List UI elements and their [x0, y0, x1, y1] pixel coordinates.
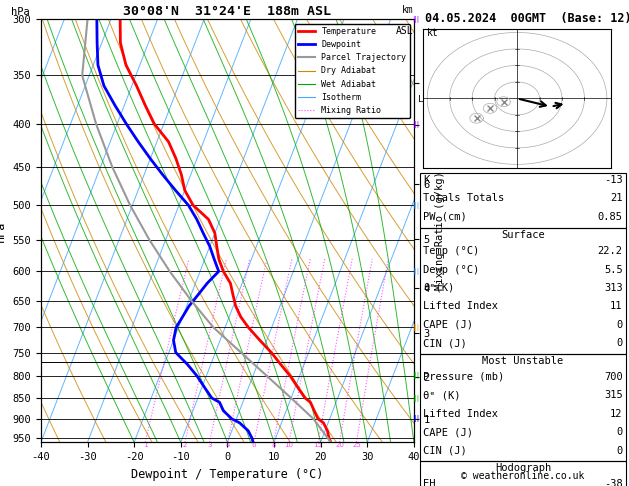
- Text: -38: -38: [604, 479, 623, 486]
- Text: 2: 2: [183, 442, 187, 448]
- Text: θᵉ (K): θᵉ (K): [423, 390, 461, 400]
- Text: |||: |||: [412, 324, 419, 331]
- Text: |||: |||: [412, 416, 419, 422]
- Text: |||: |||: [412, 16, 419, 23]
- X-axis label: Dewpoint / Temperature (°C): Dewpoint / Temperature (°C): [131, 468, 323, 481]
- Text: |||: |||: [412, 395, 419, 401]
- Text: CAPE (J): CAPE (J): [423, 427, 473, 437]
- Text: LCL: LCL: [418, 95, 434, 104]
- Title: 30°08'N  31°24'E  188m ASL: 30°08'N 31°24'E 188m ASL: [123, 5, 331, 18]
- Text: K: K: [423, 175, 430, 185]
- Text: 6: 6: [252, 442, 257, 448]
- Text: 3: 3: [208, 442, 212, 448]
- Text: CAPE (J): CAPE (J): [423, 320, 473, 330]
- Text: 315: 315: [604, 390, 623, 400]
- Text: kt: kt: [427, 28, 439, 38]
- Text: |||: |||: [412, 372, 419, 380]
- Text: |||: |||: [412, 268, 419, 275]
- Text: 25: 25: [352, 442, 361, 448]
- Text: 313: 313: [604, 283, 623, 293]
- Text: 11: 11: [610, 301, 623, 312]
- Text: 15: 15: [314, 442, 323, 448]
- Text: 10: 10: [284, 442, 294, 448]
- Y-axis label: Mixing Ratio (g/kg): Mixing Ratio (g/kg): [435, 172, 445, 290]
- Text: km: km: [402, 5, 414, 15]
- Text: EH: EH: [423, 479, 436, 486]
- Text: ASL: ASL: [396, 26, 414, 36]
- Text: Lifted Index: Lifted Index: [423, 409, 498, 418]
- Y-axis label: hPa: hPa: [0, 220, 7, 242]
- Text: Surface: Surface: [501, 230, 545, 241]
- Text: © weatheronline.co.uk: © weatheronline.co.uk: [461, 471, 585, 481]
- Text: 12: 12: [610, 409, 623, 418]
- Text: Temp (°C): Temp (°C): [423, 246, 479, 256]
- Text: |||: |||: [412, 121, 419, 127]
- Text: CIN (J): CIN (J): [423, 338, 467, 348]
- Text: |||: |||: [412, 202, 419, 208]
- Text: Lifted Index: Lifted Index: [423, 301, 498, 312]
- Text: PW (cm): PW (cm): [423, 212, 467, 222]
- Text: -13: -13: [604, 175, 623, 185]
- Text: Totals Totals: Totals Totals: [423, 193, 504, 204]
- Legend: Temperature, Dewpoint, Parcel Trajectory, Dry Adiabat, Wet Adiabat, Isotherm, Mi: Temperature, Dewpoint, Parcel Trajectory…: [295, 24, 409, 118]
- Text: 22.2: 22.2: [598, 246, 623, 256]
- Text: Pressure (mb): Pressure (mb): [423, 372, 504, 382]
- Text: Hodograph: Hodograph: [495, 463, 551, 473]
- Text: 8: 8: [271, 442, 276, 448]
- Text: θᵉ(K): θᵉ(K): [423, 283, 455, 293]
- Text: 04.05.2024  00GMT  (Base: 12): 04.05.2024 00GMT (Base: 12): [425, 12, 629, 25]
- Text: 4: 4: [225, 442, 230, 448]
- Text: 0: 0: [616, 446, 623, 455]
- Text: Dewp (°C): Dewp (°C): [423, 264, 479, 275]
- Text: 0: 0: [616, 320, 623, 330]
- Text: 0.85: 0.85: [598, 212, 623, 222]
- Text: 1: 1: [143, 442, 148, 448]
- Text: 20: 20: [335, 442, 344, 448]
- Text: CIN (J): CIN (J): [423, 446, 467, 455]
- Text: 0: 0: [616, 338, 623, 348]
- Text: Most Unstable: Most Unstable: [482, 356, 564, 366]
- Text: 700: 700: [604, 372, 623, 382]
- Text: 21: 21: [610, 193, 623, 204]
- Text: 5.5: 5.5: [604, 264, 623, 275]
- Text: 0: 0: [616, 427, 623, 437]
- Text: hPa: hPa: [11, 7, 30, 17]
